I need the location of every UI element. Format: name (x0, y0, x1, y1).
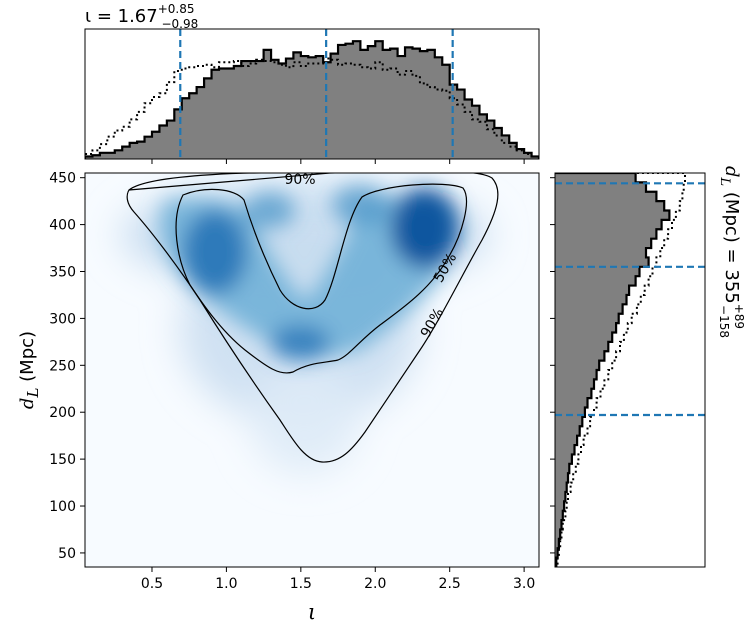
main-density-panel: 90% 50% 90% 0.5 1.0 1.5 2.0 2.5 3.0 501001502… (17, 171, 540, 624)
y-tick-label: 50 (58, 546, 76, 562)
x-tick-label: 2.0 (364, 576, 386, 592)
x-tick-label: 1.5 (290, 576, 312, 592)
y-label-sub: L (24, 388, 42, 399)
x-tick-label: 3.0 (513, 576, 535, 592)
iota-prior-histogram (85, 57, 539, 159)
y-tick-label: 400 (49, 218, 76, 234)
top-marginal-panel: ι = 1.67+0.85 −0.98 (84, 2, 540, 164)
y-axis-label: dL (Mpc) (17, 331, 42, 409)
dl-title-sup: +89 (732, 304, 746, 329)
main-panel-frame (84, 172, 540, 568)
y-tick-label: 100 (49, 499, 76, 515)
right-panel-frame (554, 172, 706, 568)
x-axis-label: ι (308, 600, 316, 624)
y-tick-label: 450 (49, 171, 76, 187)
dl-histogram-fill (555, 173, 670, 567)
top-panel-frame (84, 28, 540, 160)
y-tick-label: 200 (49, 405, 76, 421)
dl-title-d: d (721, 166, 742, 178)
x-tick-label: 1.0 (215, 576, 237, 592)
iota-summary-title: ι = 1.67+0.85 −0.98 (85, 2, 198, 31)
iota-histogram-fill (85, 41, 539, 159)
y-label-rest: (Mpc) (17, 331, 38, 388)
iota-title-sup: +0.85 (158, 2, 195, 16)
dl-title-dsub: L (717, 177, 732, 187)
top-panel-ticks (151, 159, 525, 164)
dl-histogram-outline (555, 173, 671, 567)
iota-title-sub: −0.98 (161, 17, 198, 31)
right-marginal-panel: dL (Mpc) = 355+89−158 (550, 166, 746, 568)
y-tick-label: 150 (49, 452, 76, 468)
dl-title-middle: (Mpc) = 355 (721, 186, 742, 304)
y-tick-label: 350 (49, 265, 76, 281)
y-axis-ticks: 50 100 150 200 250 300 350 400 450 (49, 171, 85, 562)
dl-summary-title: dL (Mpc) = 355+89−158 (717, 166, 746, 338)
dl-title-sub: −158 (717, 305, 731, 338)
iota-title-prefix: ι = 1.67 (85, 6, 158, 27)
iota-histogram-outline (85, 40, 539, 159)
contour-50 (175, 183, 467, 374)
x-tick-label: 2.5 (439, 576, 461, 592)
dl-quantile-lines (555, 182, 705, 417)
x-axis-ticks: 0.5 1.0 1.5 2.0 2.5 3.0 (141, 567, 535, 592)
contour-90 (126, 173, 499, 463)
x-tick-label: 0.5 (141, 576, 163, 592)
y-tick-label: 300 (49, 311, 76, 327)
y-label-d: d (17, 398, 38, 410)
right-panel-ticks (550, 177, 555, 554)
contour-label-90-top: 90% (284, 172, 315, 188)
dl-prior-histogram (555, 173, 686, 567)
y-tick-label: 250 (49, 358, 76, 374)
